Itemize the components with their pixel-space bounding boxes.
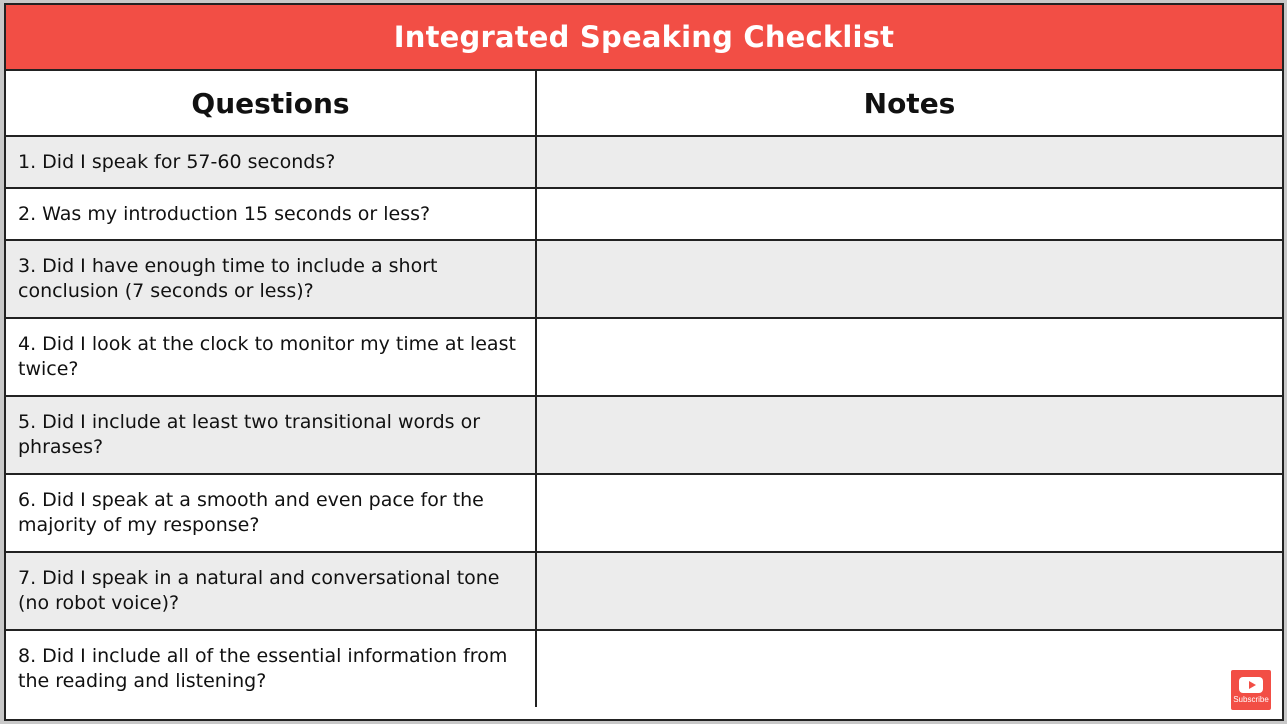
subscribe-label: Subscribe xyxy=(1233,694,1269,704)
table-row: 2. Was my introduction 15 seconds or les… xyxy=(6,188,1282,241)
question-cell: 8. Did I include all of the essential in… xyxy=(6,630,537,707)
notes-cell[interactable] xyxy=(536,318,1282,397)
table-header-row: Questions Notes xyxy=(6,71,1282,137)
question-cell: 6. Did I speak at a smooth and even pace… xyxy=(6,474,537,553)
notes-cell[interactable] xyxy=(536,474,1282,553)
notes-cell[interactable] xyxy=(536,188,1282,241)
question-cell: 7. Did I speak in a natural and conversa… xyxy=(6,552,537,631)
notes-cell[interactable] xyxy=(536,552,1282,631)
column-header-notes: Notes xyxy=(536,71,1282,137)
table-row: 1. Did I speak for 57-60 seconds? xyxy=(6,136,1282,189)
table-row: 4. Did I look at the clock to monitor my… xyxy=(6,318,1282,397)
notes-cell[interactable] xyxy=(536,396,1282,475)
checklist-table: Questions Notes 1. Did I speak for 57-60… xyxy=(6,71,1282,707)
table-row: 7. Did I speak in a natural and conversa… xyxy=(6,552,1282,631)
question-cell: 2. Was my introduction 15 seconds or les… xyxy=(6,188,537,241)
table-row: 8. Did I include all of the essential in… xyxy=(6,630,1282,707)
table-row: 3. Did I have enough time to include a s… xyxy=(6,240,1282,319)
notes-cell[interactable] xyxy=(536,136,1282,189)
checklist-sheet: Integrated Speaking Checklist Questions … xyxy=(4,3,1284,721)
question-cell: 1. Did I speak for 57-60 seconds? xyxy=(6,136,537,189)
table-row: 6. Did I speak at a smooth and even pace… xyxy=(6,474,1282,553)
notes-cell[interactable] xyxy=(536,240,1282,319)
page-title: Integrated Speaking Checklist xyxy=(6,5,1282,71)
youtube-icon xyxy=(1239,676,1263,693)
subscribe-button[interactable]: Subscribe xyxy=(1231,670,1271,710)
notes-cell[interactable] xyxy=(536,630,1282,707)
table-row: 5. Did I include at least two transition… xyxy=(6,396,1282,475)
question-cell: 5. Did I include at least two transition… xyxy=(6,396,537,475)
question-cell: 4. Did I look at the clock to monitor my… xyxy=(6,318,537,397)
question-cell: 3. Did I have enough time to include a s… xyxy=(6,240,537,319)
column-header-questions: Questions xyxy=(6,71,537,137)
